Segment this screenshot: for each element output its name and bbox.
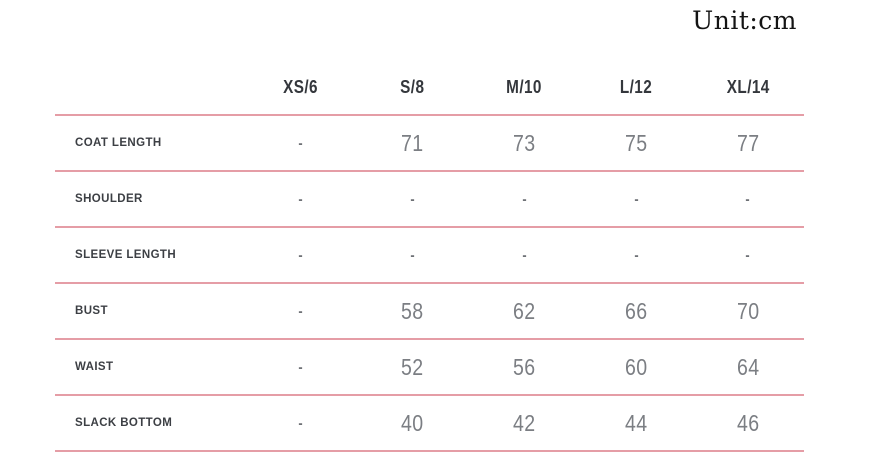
size-value: 77 (736, 129, 760, 156)
value-cell: 66 (580, 284, 692, 338)
table-row: COAT LENGTH - 71 73 75 77 (55, 116, 804, 172)
value-cell: 58 (357, 284, 469, 338)
value-cell: 46 (692, 396, 804, 450)
value-cell: - (580, 172, 692, 226)
value-cell: - (245, 116, 357, 170)
empty-value: - (410, 246, 416, 264)
value-cell: - (692, 172, 804, 226)
row-label: WAIST (75, 361, 114, 373)
empty-value: - (633, 246, 639, 264)
size-value: 44 (624, 409, 648, 436)
column-header-l-12: L/12 (580, 60, 692, 114)
value-cell: 42 (469, 396, 581, 450)
column-header-m-10: M/10 (469, 60, 581, 114)
empty-value: - (298, 302, 304, 320)
table-row: WAIST - 52 56 60 64 (55, 340, 804, 396)
value-cell: - (469, 228, 581, 282)
size-value: 40 (401, 409, 424, 436)
row-label: SHOULDER (75, 193, 143, 205)
size-value: 60 (624, 353, 648, 380)
column-header-xs-6: XS/6 (245, 60, 357, 114)
size-value: 58 (401, 297, 424, 324)
table-row: SLACK BOTTOM - 40 42 44 46 (55, 396, 804, 452)
column-header-label: XL/14 (726, 76, 770, 97)
empty-value: - (745, 246, 751, 264)
table-row: SLEEVE LENGTH - - - - - (55, 228, 804, 284)
empty-value: - (298, 190, 304, 208)
table-row: BUST - 58 62 66 70 (55, 284, 804, 340)
empty-value: - (410, 190, 416, 208)
row-label-cell: WAIST (55, 340, 245, 394)
value-cell: 52 (357, 340, 469, 394)
empty-value: - (298, 414, 304, 432)
value-cell: 70 (692, 284, 804, 338)
column-header-label: M/10 (506, 76, 543, 97)
table-header-row: XS/6 S/8 M/10 L/12 XL/14 (55, 60, 804, 116)
value-cell: 62 (469, 284, 581, 338)
value-cell: - (245, 228, 357, 282)
empty-value: - (298, 134, 304, 152)
row-label-cell: BUST (55, 284, 245, 338)
value-cell: - (245, 340, 357, 394)
empty-value: - (522, 246, 527, 264)
value-cell: - (692, 228, 804, 282)
empty-value: - (298, 246, 304, 264)
size-value: 70 (736, 297, 760, 324)
value-cell: - (357, 172, 469, 226)
size-value: 73 (513, 129, 536, 156)
value-cell: 60 (580, 340, 692, 394)
row-label: SLACK BOTTOM (75, 417, 173, 429)
value-cell: - (357, 228, 469, 282)
value-cell: - (580, 228, 692, 282)
column-header-label: L/12 (620, 76, 653, 97)
size-value: 46 (736, 409, 760, 436)
empty-value: - (633, 190, 639, 208)
value-cell: - (245, 284, 357, 338)
value-cell: - (469, 172, 581, 226)
row-label-cell: COAT LENGTH (55, 116, 245, 170)
size-value: 52 (401, 353, 424, 380)
value-cell: 71 (357, 116, 469, 170)
size-value: 75 (624, 129, 648, 156)
value-cell: 77 (692, 116, 804, 170)
row-label-cell: SLACK BOTTOM (55, 396, 245, 450)
value-cell: 40 (357, 396, 469, 450)
value-cell: 44 (580, 396, 692, 450)
size-value: 71 (401, 129, 424, 156)
value-cell: 73 (469, 116, 581, 170)
size-value: 62 (513, 297, 536, 324)
row-label-cell: SHOULDER (55, 172, 245, 226)
value-cell: 75 (580, 116, 692, 170)
row-label: SLEEVE LENGTH (75, 249, 177, 261)
column-header-label: XS/6 (283, 76, 319, 97)
row-label: BUST (75, 305, 108, 317)
value-cell: 64 (692, 340, 804, 394)
size-value: 66 (624, 297, 648, 324)
size-table: XS/6 S/8 M/10 L/12 XL/14 COAT LENGTH - 71 73 75 7… (55, 60, 804, 452)
row-label-cell: SLEEVE LENGTH (55, 228, 245, 282)
column-header-xl-14: XL/14 (692, 60, 804, 114)
value-cell: - (245, 172, 357, 226)
size-value: 42 (513, 409, 536, 436)
size-value: 56 (513, 353, 536, 380)
column-header-s-8: S/8 (357, 60, 469, 114)
header-spacer-cell (55, 60, 245, 114)
table-row: SHOULDER - - - - - (55, 172, 804, 228)
row-label: COAT LENGTH (75, 137, 162, 149)
empty-value: - (745, 190, 751, 208)
empty-value: - (522, 190, 527, 208)
value-cell: - (245, 396, 357, 450)
size-value: 64 (736, 353, 760, 380)
column-header-label: S/8 (400, 76, 425, 97)
unit-label: Unit:cm (692, 6, 797, 35)
value-cell: 56 (469, 340, 581, 394)
empty-value: - (298, 358, 304, 376)
